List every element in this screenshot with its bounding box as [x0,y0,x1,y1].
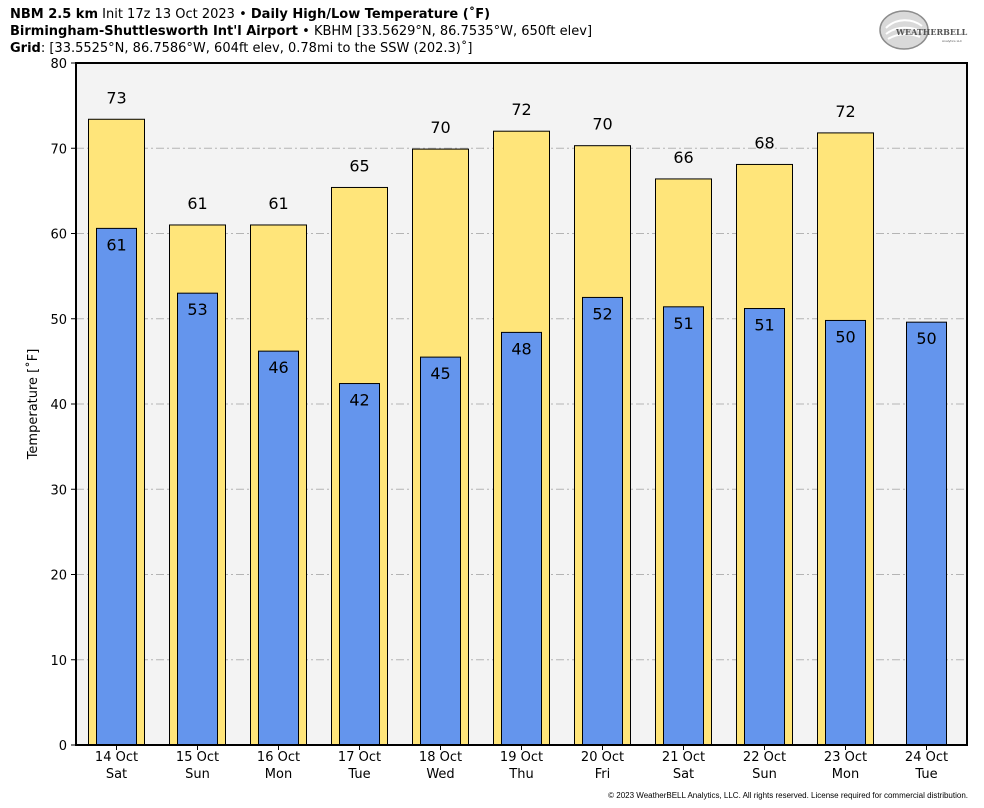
low-value-label: 53 [187,300,207,319]
x-tick-label-day: Tue [914,767,937,782]
high-value-label: 65 [349,156,369,175]
high-value-label: 68 [754,133,774,152]
low-value-label: 45 [430,364,450,383]
low-value-label: 48 [511,339,531,358]
station-details: KBHM [33.5629°N, 86.7535°W, 650ft elev] [313,24,593,39]
low-bar [744,308,785,746]
high-value-label: 73 [106,88,126,107]
grid-details: : [33.5525°N, 86.7586°W, 604ft elev, 0.7… [40,41,473,56]
high-value-label: 72 [511,100,531,119]
x-tick-label-day: Tue [347,767,370,782]
low-value-label: 51 [673,314,693,333]
low-bar [906,321,947,746]
x-tick-label-date: 16 Oct [257,750,300,765]
x-tick-label-day: Sun [185,767,210,782]
low-value-label: 52 [592,304,612,323]
weatherbell-logo: WEATHERBELL Analytics LLC [879,10,968,50]
low-value-label: 61 [106,235,126,254]
grid-label: Grid [10,41,41,56]
x-tick-label-date: 17 Oct [338,750,381,765]
x-tick-label-date: 18 Oct [419,750,462,765]
x-tick-label-day: Wed [426,767,454,782]
x-tick-label-date: 23 Oct [824,750,867,765]
header-line-1: NBM 2.5 km Init 17z 13 Oct 2023 • Daily … [10,6,490,23]
logo-subtext: Analytics LLC [942,39,962,43]
separator-bullet: • [239,7,247,22]
x-tick-label-date: 24 Oct [905,750,948,765]
y-tick-label: 30 [50,483,67,498]
x-tick-label-day: Sat [673,767,694,782]
x-tick-label-day: Sat [106,767,127,782]
low-bar [663,306,704,746]
header-line-2: Birmingham-Shuttlesworth Int'l Airport •… [10,23,592,40]
y-tick-label: 60 [50,228,67,243]
low-value-label: 51 [754,316,774,335]
low-value-label: 50 [835,327,855,346]
copyright-notice: © 2023 WeatherBELL Analytics, LLC. All r… [608,791,968,800]
low-bar [582,296,623,746]
low-value-label: 50 [916,329,936,348]
y-tick-label: 40 [50,398,67,413]
station-name: Birmingham-Shuttlesworth Int'l Airport [10,24,299,39]
low-bar [420,356,461,746]
x-tick-label-day: Sun [752,767,777,782]
y-tick-label: 10 [50,654,67,669]
x-tick-label-day: Mon [265,767,292,782]
y-tick-label: 50 [50,313,67,328]
y-axis-label: Temperature [˚F] [25,349,41,461]
y-tick-label: 80 [50,57,67,72]
x-tick-label-date: 15 Oct [176,750,219,765]
model-name: NBM 2.5 km [10,7,98,22]
high-value-label: 66 [673,148,693,167]
x-tick-label-date: 21 Oct [662,750,705,765]
y-tick-label: 20 [50,569,67,584]
low-bar [96,227,137,746]
low-bar [501,331,542,746]
low-bar [258,350,299,746]
high-value-label: 70 [430,118,450,137]
low-value-label: 42 [349,391,369,410]
product-title: Daily High/Low Temperature (˚F) [250,7,491,22]
x-tick-label-date: 14 Oct [95,750,138,765]
high-value-label: 61 [187,194,207,213]
high-value-label: 72 [835,102,855,121]
low-bar [825,319,866,746]
low-bar [177,292,218,746]
init-time: Init 17z 13 Oct 2023 [102,7,235,22]
header-line-3: Grid: [33.5525°N, 86.7586°W, 604ft elev,… [10,40,472,57]
high-value-label: 70 [592,115,612,134]
x-tick-label-date: 20 Oct [581,750,624,765]
low-bar [339,383,380,746]
plot-frame [75,62,968,746]
x-tick-label-day: Fri [595,767,611,782]
y-tick-label: 0 [59,739,67,754]
high-value-label: 61 [268,194,288,213]
low-value-label: 46 [268,358,288,377]
x-tick-label-date: 19 Oct [500,750,543,765]
x-tick-label-day: Mon [832,767,859,782]
logo-text: WEATHERBELL [895,27,968,37]
y-tick-label: 70 [50,142,67,157]
x-tick-label-date: 22 Oct [743,750,786,765]
separator-bullet: • [302,24,310,39]
x-tick-label-day: Thu [508,767,533,782]
